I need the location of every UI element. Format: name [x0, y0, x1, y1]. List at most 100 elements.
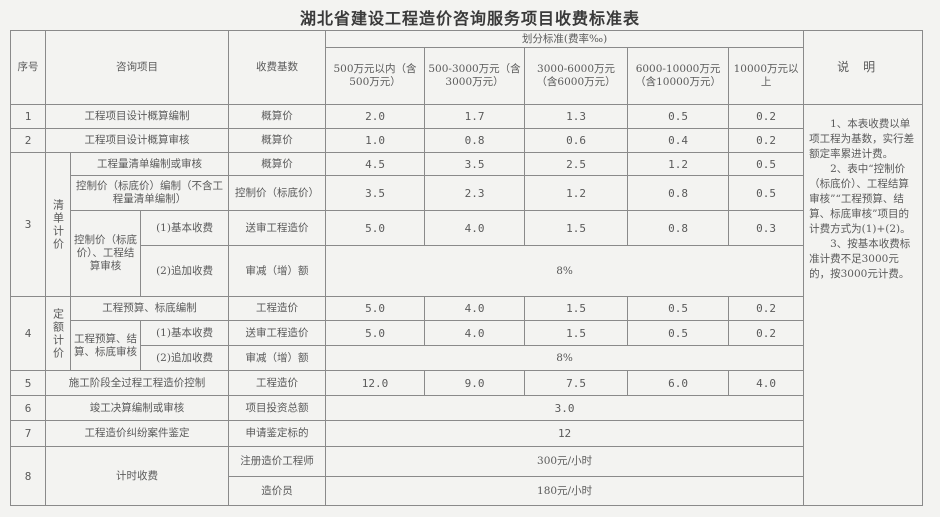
header-rate-group: 划分标准(费率‰) — [325, 30, 805, 48]
table-row: 5 施工阶段全过程工程造价控制 工程造价 12.0 9.0 7.5 6.0 4.… — [10, 370, 923, 396]
seq-cell: 1 — [10, 104, 46, 129]
rate-cell: 2.0 — [325, 104, 426, 129]
seq-cell: 2 — [10, 128, 46, 153]
rate-cell: 0.5 — [728, 175, 805, 211]
table-row: (2)追加收费 审减（增）额 8% — [11, 345, 923, 371]
sub-item-cell: (1)基本收费 — [139, 210, 230, 246]
rate-cell: 4.0 — [424, 210, 526, 246]
header-notes: 说明 — [803, 30, 924, 105]
rate-cell: 7.5 — [524, 370, 629, 396]
base-cell: 造价员 — [228, 476, 327, 506]
item-cell: 工程预算、标底编制 — [69, 296, 230, 321]
note-item: 2、表中“控制价（标底价）、工程结算审核”“工程预算、结算、标底审核”项目的计费… — [809, 163, 911, 235]
rate-cell: 1.5 — [524, 320, 629, 346]
table-row: 1 工程项目设计概算编制 概算价 2.0 1.7 1.3 0.5 0.2 1、本… — [10, 104, 924, 506]
rate-cell: 3.5 — [325, 175, 426, 211]
header-ranges-row: 500万元以内（含500万元） 500-3000万元（含3000万元） 3000… — [11, 47, 923, 105]
note-item: 3、按基本收费标准计费不足3000元的，按3000元计费。 — [809, 238, 911, 280]
rate-cell: 4.5 — [325, 152, 426, 176]
table-row: 2 工程项目设计概算审核 概算价 1.0 0.8 0.6 0.4 0.2 — [10, 128, 923, 153]
rate-cell: 12 — [325, 420, 805, 447]
rate-cell: 0.2 — [728, 128, 805, 153]
notes-cell: 1、本表收费以单项工程为基数，实行差额定率累进计费。 2、表中“控制价（标底价）… — [803, 104, 924, 506]
base-cell: 注册造价工程师 — [228, 446, 327, 477]
table-row: 控制价（标底价）编制（不含工程量清单编制） 控制价（标底价） 3.5 2.3 1… — [11, 175, 923, 211]
item-cell: 工程预算、结算、标底审核 — [70, 320, 141, 371]
rate-cell: 1.3 — [524, 104, 629, 129]
base-cell: 控制价（标底价） — [228, 175, 327, 211]
table-row: 3 清单计价 工程量清单编制或审核 概算价 4.5 3.5 2.5 1.2 0.… — [10, 152, 923, 297]
item-cell: 工程项目设计概算审核 — [44, 128, 230, 153]
base-cell: 送审工程造价 — [228, 320, 327, 346]
base-cell: 工程造价 — [228, 296, 327, 321]
table-row: 工程预算、结算、标底审核 (1)基本收费 送审工程造价 5.0 4.0 1.5 … — [11, 320, 923, 371]
rate-cell: 5.0 — [325, 210, 426, 246]
rate-cell: 0.8 — [627, 175, 730, 211]
rate-cell: 180元/小时 — [325, 476, 805, 506]
table-row: 8 计时收费 注册造价工程师 300元/小时 — [10, 446, 923, 506]
rate-cell: 0.4 — [627, 128, 730, 153]
item-cell: 计时收费 — [44, 446, 230, 506]
rate-cell: 1.0 — [325, 128, 426, 153]
table-row: 4 定额计价 工程预算、标底编制 工程造价 5.0 4.0 1.5 0.5 0.… — [10, 296, 923, 371]
rate-cell: 4.0 — [728, 370, 805, 396]
header-row: 序号 咨询项目 收费基数 划分标准(费率‰) 说明 — [10, 30, 924, 105]
header-base: 收费基数 — [228, 30, 327, 105]
rate-cell: 8% — [325, 245, 805, 297]
rate-cell: 4.0 — [424, 296, 526, 321]
group-cell: 清单计价 — [45, 152, 71, 297]
rate-cell: 8% — [325, 345, 805, 371]
rate-cell: 0.5 — [627, 296, 730, 321]
table-row: 控制价（标底价）、工程结算审核 (1)基本收费 送审工程造价 5.0 4.0 1… — [11, 210, 923, 297]
rate-cell: 3.0 — [325, 395, 805, 421]
header-range: 500万元以内（含500万元） — [325, 47, 426, 105]
base-cell: 审减（增）额 — [228, 245, 327, 297]
table-row: 7 工程造价纠纷案件鉴定 申请鉴定标的 12 — [10, 420, 923, 447]
item-cell: 工程造价纠纷案件鉴定 — [44, 420, 230, 447]
sub-item-cell: (2)追加收费 — [139, 245, 230, 297]
table-row: 6 竣工决算编制或审核 项目投资总额 3.0 — [10, 395, 923, 421]
rate-cell: 0.5 — [728, 152, 805, 176]
rate-cell: 0.2 — [728, 320, 805, 346]
rate-cell: 1.5 — [524, 210, 629, 246]
item-cell: 控制价（标底价）、工程结算审核 — [70, 210, 141, 297]
base-cell: 申请鉴定标的 — [228, 420, 327, 447]
rate-cell: 6.0 — [627, 370, 730, 396]
base-cell: 审减（增）额 — [228, 345, 327, 371]
rate-cell: 2.5 — [524, 152, 629, 176]
seq-cell: 7 — [10, 420, 46, 447]
item-cell: 施工阶段全过程工程造价控制 — [44, 370, 230, 396]
sub-item-cell: (2)追加收费 — [139, 345, 230, 371]
item-cell: 工程项目设计概算编制 — [44, 104, 230, 129]
rate-cell: 5.0 — [325, 296, 426, 321]
sub-item-cell: (1)基本收费 — [139, 320, 230, 346]
rate-cell: 1.7 — [424, 104, 526, 129]
base-cell: 概算价 — [228, 152, 327, 176]
table-row: 造价员 180元/小时 — [11, 476, 923, 506]
header-range: 3000-6000万元（含6000万元） — [524, 47, 629, 105]
seq-cell: 5 — [10, 370, 46, 396]
rate-cell: 1.2 — [627, 152, 730, 176]
rate-cell: 0.6 — [524, 128, 629, 153]
rate-cell: 0.5 — [627, 320, 730, 346]
base-cell: 项目投资总额 — [228, 395, 327, 421]
rate-cell: 0.3 — [728, 210, 805, 246]
rate-cell: 2.3 — [424, 175, 526, 211]
fee-table: 序号 咨询项目 收费基数 划分标准(费率‰) 说明 500万元以内（含500万元… — [10, 30, 924, 506]
rate-cell: 1.5 — [524, 296, 629, 321]
seq-cell: 6 — [10, 395, 46, 421]
rate-cell: 300元/小时 — [325, 446, 805, 477]
base-cell: 概算价 — [228, 128, 327, 153]
header-item: 咨询项目 — [44, 30, 230, 105]
item-cell: 工程量清单编制或审核 — [69, 152, 230, 176]
header-range: 10000万元以上 — [728, 47, 805, 105]
rate-cell: 3.5 — [424, 152, 526, 176]
rate-cell: 0.8 — [424, 128, 526, 153]
seq-cell: 3 — [10, 152, 46, 297]
rate-cell: 12.0 — [325, 370, 426, 396]
header-range: 500-3000万元（含3000万元） — [424, 47, 526, 105]
table-row: (2)追加收费 审减（增）额 8% — [11, 245, 923, 297]
rate-cell: 0.2 — [728, 296, 805, 321]
rate-cell: 9.0 — [424, 370, 526, 396]
base-cell: 概算价 — [228, 104, 327, 129]
